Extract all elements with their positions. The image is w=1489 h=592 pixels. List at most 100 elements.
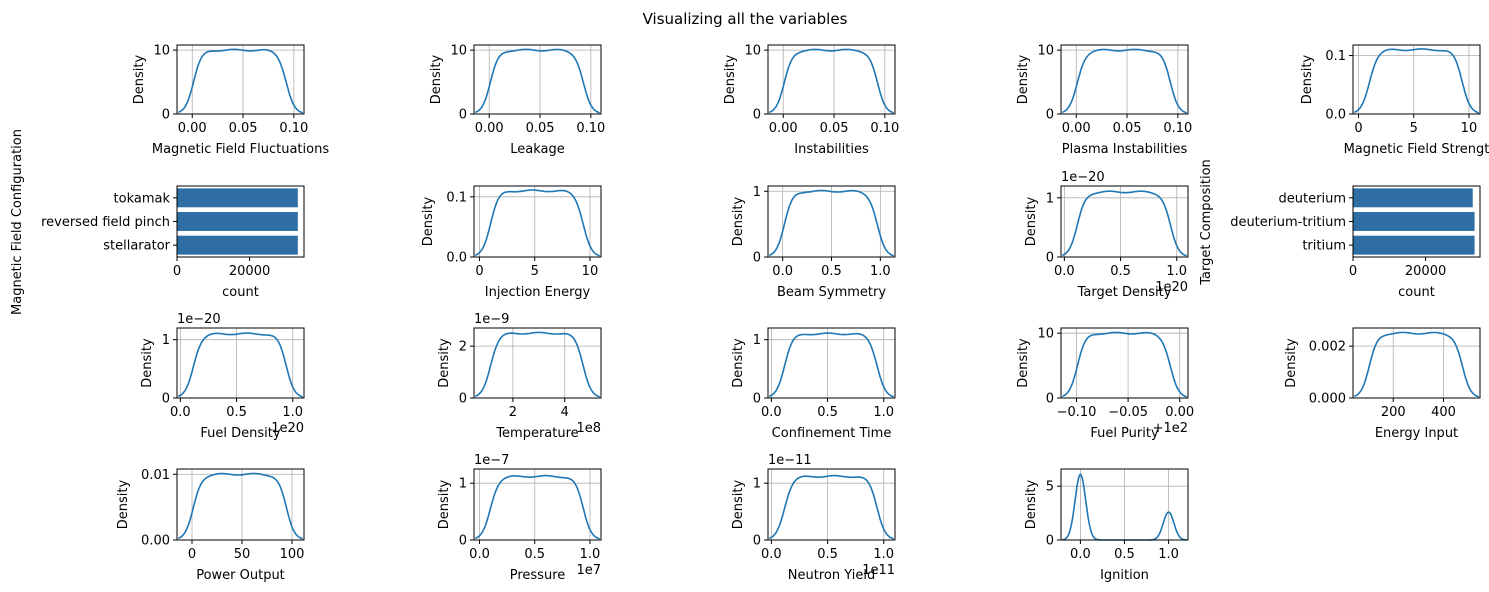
y-tick-label: 0 — [753, 392, 761, 407]
subplot: 0.00 0.05 0.10 0 10 Plasma Instabilities Densi… — [1016, 44, 1192, 157]
y-tick-label: 10 — [1037, 327, 1054, 342]
x-tick-label: 0.5 — [226, 405, 247, 420]
y-tick-label: 0.00 — [141, 534, 170, 549]
x-tick-label: 0.0 — [170, 405, 191, 420]
y-axis-label: Density — [731, 338, 746, 388]
axes-frame — [473, 44, 602, 115]
x-axis-label: Pressure — [510, 568, 566, 583]
bar — [177, 235, 298, 255]
y-axis-label: Density — [1024, 196, 1039, 246]
y-tick-label: 10 — [153, 44, 170, 59]
y-tick-label: 1 — [753, 185, 761, 200]
bar — [177, 188, 298, 208]
category-label: deuterium — [1279, 191, 1346, 206]
y-tick-label: 10 — [450, 44, 467, 59]
y-axis-label: Density — [731, 196, 746, 246]
axes-frame — [1352, 44, 1481, 115]
y-axis-label: Density — [437, 479, 452, 529]
x-tick-label: 1.0 — [1158, 547, 1179, 562]
y-tick-label: 0 — [753, 108, 761, 123]
x-tick-label: 20000 — [229, 264, 270, 279]
y-axis-label: Magnetic Field Configuration — [10, 129, 25, 315]
x-tick-label: 0.00 — [178, 121, 207, 136]
y-offset-text: 1e−9 — [474, 312, 509, 327]
y-tick-label: 0.1 — [1325, 49, 1346, 64]
x-tick-label: 1.0 — [873, 405, 894, 420]
y-axis-label: Density — [731, 479, 746, 529]
x-tick-label: 0.0 — [1070, 547, 1091, 562]
axes-frame — [176, 327, 305, 399]
category-label: tritium — [1302, 239, 1346, 254]
x-offset-text: +1e2 — [1153, 421, 1188, 436]
bar — [1353, 188, 1473, 208]
y-tick-label: 1 — [1046, 191, 1054, 206]
y-axis-label: Density — [132, 54, 147, 104]
x-axis-label: Magnetic Field Fluctuations — [152, 142, 329, 157]
x-axis-label: Ignition — [1100, 568, 1149, 583]
y-tick-label: 0.1 — [446, 190, 467, 205]
y-offset-text: 1e−7 — [474, 453, 509, 468]
y-tick-label: 10 — [744, 44, 761, 59]
axes-frame — [473, 468, 602, 541]
x-axis-label: Confinement Time — [772, 426, 892, 441]
density-line — [177, 472, 304, 540]
x-tick-label: 50 — [234, 547, 251, 562]
x-axis-label: Plasma Instabilities — [1062, 142, 1188, 157]
y-tick-label: 1 — [753, 477, 761, 492]
x-tick-label: 0.05 — [229, 121, 258, 136]
y-tick-label: 0.0 — [446, 251, 467, 266]
x-offset-text: 1e11 — [862, 563, 895, 578]
bar — [1353, 212, 1475, 231]
x-tick-label: 100 — [280, 547, 305, 562]
axes-frame — [473, 185, 602, 258]
y-axis-label: Density — [1024, 479, 1039, 529]
subplot: 0.0 0.5 1.0 0 1 1e−7 1e7 Pressure Density — [437, 453, 602, 583]
y-tick-label: 1 — [459, 477, 467, 492]
density-line — [177, 332, 303, 398]
y-tick-label: 0 — [753, 251, 761, 266]
x-tick-label: 0.10 — [870, 121, 899, 136]
y-tick-label: 1 — [753, 333, 761, 348]
axes-frame — [767, 468, 896, 541]
y-axis-label: Density — [723, 54, 738, 104]
x-offset-text: 1e8 — [576, 421, 601, 436]
x-offset-text: 1e20 — [271, 421, 304, 436]
axes-frame — [1060, 327, 1189, 399]
density-line — [768, 474, 894, 540]
x-tick-label: 0 — [1349, 264, 1357, 279]
x-offset-text: 1e20 — [1155, 280, 1188, 295]
x-tick-label: 1.0 — [870, 264, 891, 279]
x-axis-label: Neutron Yield — [788, 568, 875, 583]
axes-frame — [176, 468, 305, 541]
y-tick-label: 2 — [459, 340, 467, 355]
density-line — [1061, 190, 1188, 257]
subplot: 0.00 0.05 0.10 0 10 Leakage Density — [429, 44, 605, 157]
x-axis-label: Fuel Density — [200, 426, 280, 441]
bar — [177, 212, 298, 231]
y-tick-label: 5 — [1046, 480, 1054, 495]
x-tick-label: 4 — [561, 405, 569, 420]
y-axis-label: Density — [1284, 338, 1299, 388]
subplot: 0 5 10 0.0 0.1 Injection Energy Density — [421, 185, 602, 300]
x-tick-label: 0 — [173, 264, 181, 279]
x-tick-label: 0 — [475, 264, 483, 279]
x-tick-label: 0.00 — [769, 121, 798, 136]
x-tick-label: 0.0 — [761, 547, 782, 562]
axes-frame — [473, 327, 602, 399]
axes-frame — [1060, 44, 1189, 115]
x-tick-label: 0.05 — [1113, 121, 1142, 136]
y-tick-label: 0 — [1046, 108, 1054, 123]
x-axis-label: count — [1398, 285, 1435, 300]
axes-frame — [176, 44, 305, 115]
x-tick-label: 200 — [1381, 405, 1406, 420]
bar — [1353, 235, 1475, 255]
y-tick-label: 1 — [162, 333, 170, 348]
x-tick-label: 0.5 — [817, 547, 838, 562]
density-line — [474, 474, 600, 540]
x-tick-label: 0.5 — [817, 405, 838, 420]
y-tick-label: 0.002 — [1309, 340, 1346, 355]
